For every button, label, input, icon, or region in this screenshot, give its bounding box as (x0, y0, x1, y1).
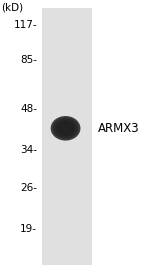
Ellipse shape (56, 120, 75, 136)
Ellipse shape (51, 116, 80, 141)
Ellipse shape (53, 118, 78, 139)
Text: 34-: 34- (20, 145, 37, 155)
Text: 85-: 85- (20, 55, 37, 65)
Text: 19-: 19- (20, 224, 37, 234)
Text: 117-: 117- (14, 20, 37, 29)
Text: (kD): (kD) (1, 3, 24, 13)
Text: 26-: 26- (20, 183, 37, 193)
Bar (42, 8, 92, 265)
Text: 48-: 48- (20, 104, 37, 114)
Text: ARMX3: ARMX3 (98, 122, 140, 135)
